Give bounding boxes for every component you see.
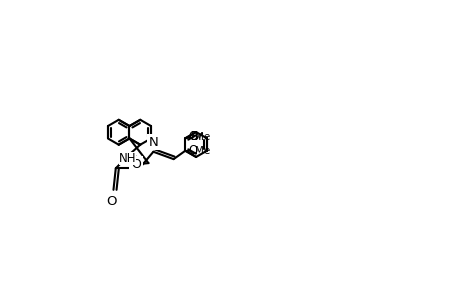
- Text: O: O: [188, 130, 197, 143]
- Text: Br: Br: [190, 130, 203, 143]
- Text: O: O: [106, 195, 117, 208]
- Text: O: O: [188, 144, 197, 157]
- Text: Me: Me: [194, 132, 209, 142]
- Text: Me: Me: [194, 146, 209, 156]
- Text: O: O: [131, 158, 141, 171]
- Text: NH: NH: [118, 152, 136, 165]
- Text: N: N: [148, 136, 158, 149]
